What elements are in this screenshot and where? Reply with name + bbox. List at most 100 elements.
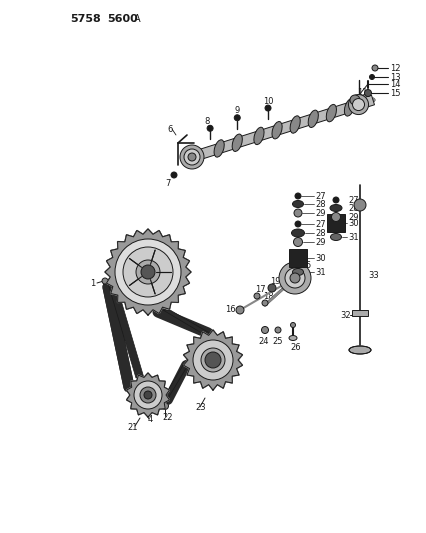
Circle shape — [290, 322, 295, 327]
Circle shape — [207, 125, 213, 131]
Circle shape — [294, 193, 300, 199]
Ellipse shape — [291, 229, 304, 237]
Circle shape — [123, 247, 173, 297]
Polygon shape — [163, 310, 213, 335]
Circle shape — [134, 381, 161, 409]
Text: 29: 29 — [314, 238, 325, 246]
Circle shape — [144, 391, 152, 399]
Text: 9: 9 — [234, 106, 239, 115]
Bar — [109, 306, 114, 310]
Text: A: A — [134, 14, 140, 24]
Bar — [351, 310, 367, 316]
Text: 32: 32 — [339, 311, 350, 319]
Text: 26: 26 — [289, 343, 300, 352]
Text: 27: 27 — [314, 220, 325, 229]
Circle shape — [204, 352, 221, 368]
Circle shape — [352, 99, 364, 110]
Circle shape — [180, 145, 204, 169]
Text: 15: 15 — [389, 88, 400, 98]
Bar — [115, 335, 120, 340]
Ellipse shape — [253, 127, 263, 144]
Text: 7: 7 — [164, 179, 170, 188]
Circle shape — [201, 348, 225, 372]
Ellipse shape — [292, 200, 303, 207]
Circle shape — [136, 260, 160, 284]
Bar — [114, 330, 119, 335]
Circle shape — [331, 213, 340, 222]
Circle shape — [102, 278, 108, 284]
Text: 4: 4 — [148, 416, 153, 424]
Bar — [117, 345, 122, 350]
Circle shape — [284, 268, 304, 288]
Bar — [107, 296, 112, 300]
Circle shape — [364, 90, 371, 96]
Bar — [326, 214, 344, 232]
Circle shape — [293, 238, 302, 246]
Circle shape — [140, 387, 155, 403]
Circle shape — [161, 402, 168, 409]
Text: 3: 3 — [146, 236, 151, 245]
Text: 17: 17 — [254, 285, 265, 294]
Text: 27: 27 — [347, 196, 358, 205]
Ellipse shape — [289, 116, 299, 133]
Text: 19: 19 — [269, 277, 280, 286]
Ellipse shape — [308, 110, 318, 127]
Bar — [113, 326, 118, 329]
Polygon shape — [105, 229, 190, 315]
Text: 14: 14 — [389, 79, 400, 88]
Text: 18: 18 — [262, 292, 273, 301]
Circle shape — [141, 265, 155, 279]
Text: 30: 30 — [314, 254, 325, 262]
Bar — [111, 316, 116, 320]
Circle shape — [193, 340, 233, 380]
Text: 27: 27 — [314, 191, 325, 200]
Ellipse shape — [348, 346, 370, 354]
Bar — [124, 375, 129, 379]
Ellipse shape — [232, 134, 242, 151]
Text: 33: 33 — [367, 271, 378, 279]
Text: 20: 20 — [283, 263, 294, 272]
Text: 21: 21 — [127, 424, 137, 432]
Text: 10: 10 — [262, 96, 273, 106]
Circle shape — [236, 306, 243, 314]
Text: 16: 16 — [225, 305, 235, 314]
Bar — [105, 286, 110, 290]
Ellipse shape — [288, 335, 296, 341]
Text: 31: 31 — [314, 268, 325, 277]
Bar — [288, 249, 306, 267]
Polygon shape — [167, 357, 187, 400]
Bar — [112, 321, 117, 325]
Circle shape — [268, 284, 275, 292]
Ellipse shape — [292, 269, 303, 276]
Text: 1: 1 — [90, 279, 95, 287]
Circle shape — [349, 95, 359, 105]
Circle shape — [115, 239, 181, 305]
Bar — [116, 341, 121, 344]
Bar — [121, 365, 127, 369]
Text: 2: 2 — [120, 255, 125, 264]
Ellipse shape — [344, 99, 354, 116]
Text: 25: 25 — [271, 336, 282, 345]
Ellipse shape — [213, 140, 224, 157]
Circle shape — [234, 115, 240, 121]
Bar — [106, 291, 111, 295]
Bar — [121, 360, 125, 364]
Circle shape — [193, 340, 233, 380]
Circle shape — [204, 352, 221, 368]
Circle shape — [265, 105, 271, 111]
Text: 11: 11 — [356, 87, 367, 96]
Circle shape — [140, 387, 155, 403]
Circle shape — [253, 293, 259, 299]
Polygon shape — [126, 373, 169, 417]
Polygon shape — [105, 229, 190, 315]
Bar — [118, 350, 124, 354]
Polygon shape — [183, 330, 242, 390]
Bar — [125, 380, 130, 384]
Circle shape — [332, 197, 338, 203]
Circle shape — [262, 300, 268, 306]
Ellipse shape — [330, 233, 341, 240]
Circle shape — [294, 209, 301, 217]
Circle shape — [348, 94, 368, 115]
Circle shape — [170, 172, 177, 178]
Circle shape — [371, 65, 377, 71]
